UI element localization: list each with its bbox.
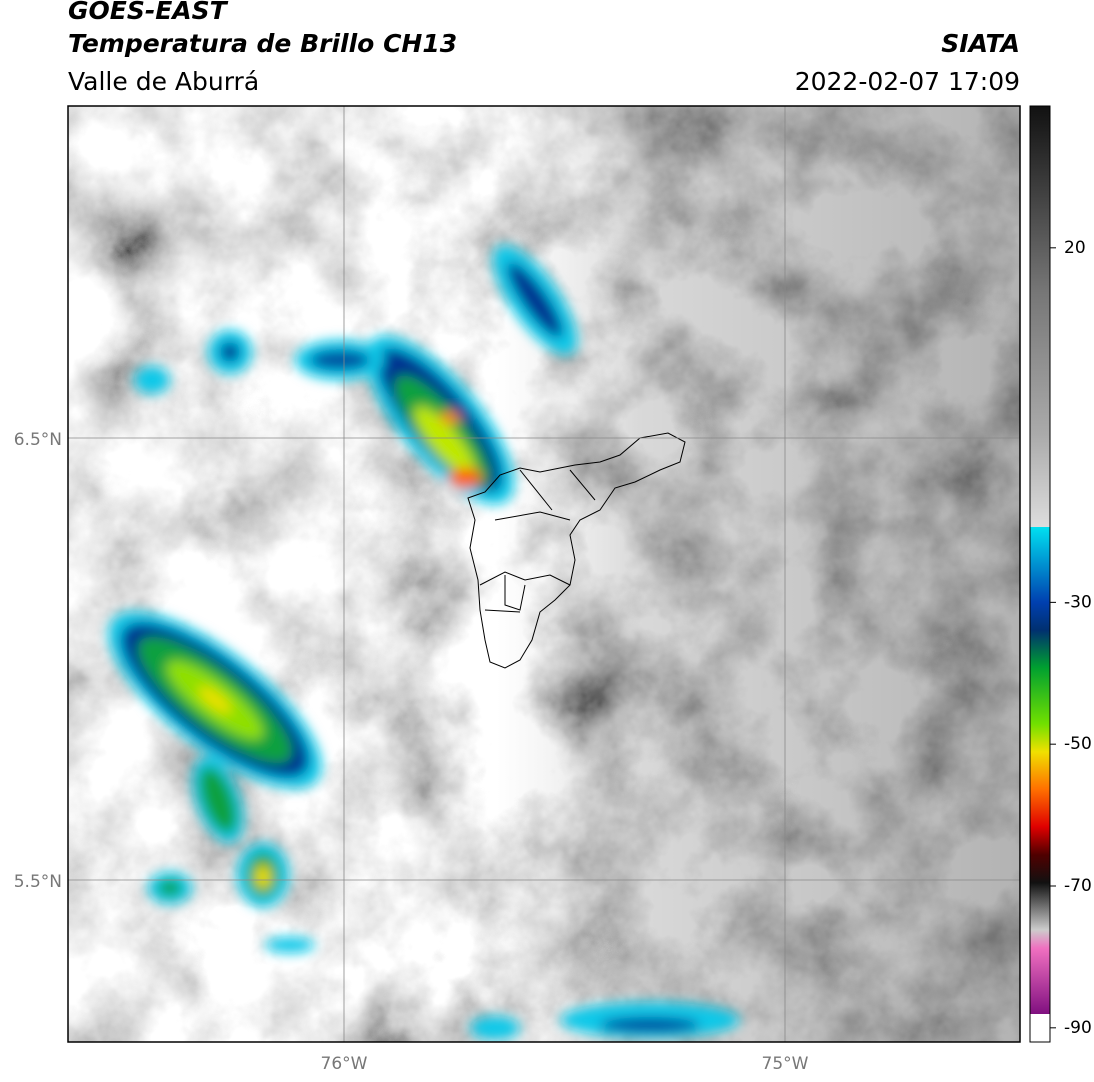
storm-cells [108, 245, 740, 1040]
shading [68, 106, 1020, 1042]
map-area [68, 106, 1020, 1042]
lon-label: 75°W [762, 1054, 809, 1074]
colorbar-tick-label: 20 [1064, 238, 1086, 258]
colorbar-tick-label: -70 [1064, 876, 1092, 896]
source: SIATA [941, 29, 1020, 58]
map-frame [67, 105, 1021, 1043]
colorbar-ramp [1029, 105, 1051, 1043]
lat-label: 6.5°N [14, 430, 62, 450]
title: GOES-EAST [68, 0, 229, 25]
colorbar-tick-label: -90 [1064, 1018, 1092, 1038]
graticule [68, 106, 1020, 1042]
lat-label: 5.5°N [14, 872, 62, 892]
region: Valle de Aburrá [68, 67, 259, 96]
datetime: 2022-02-07 17:09 [795, 67, 1020, 96]
subtitle: Temperatura de Brillo CH13 [68, 29, 457, 58]
municipal-boundaries [467, 432, 686, 669]
lon-label: 76°W [321, 1054, 368, 1074]
colorbar-tick-label: -50 [1064, 734, 1092, 754]
colorbar-tick-label: -30 [1064, 592, 1092, 612]
colorbar: 20 -30 -50 -70 -90 [1029, 105, 1092, 1043]
